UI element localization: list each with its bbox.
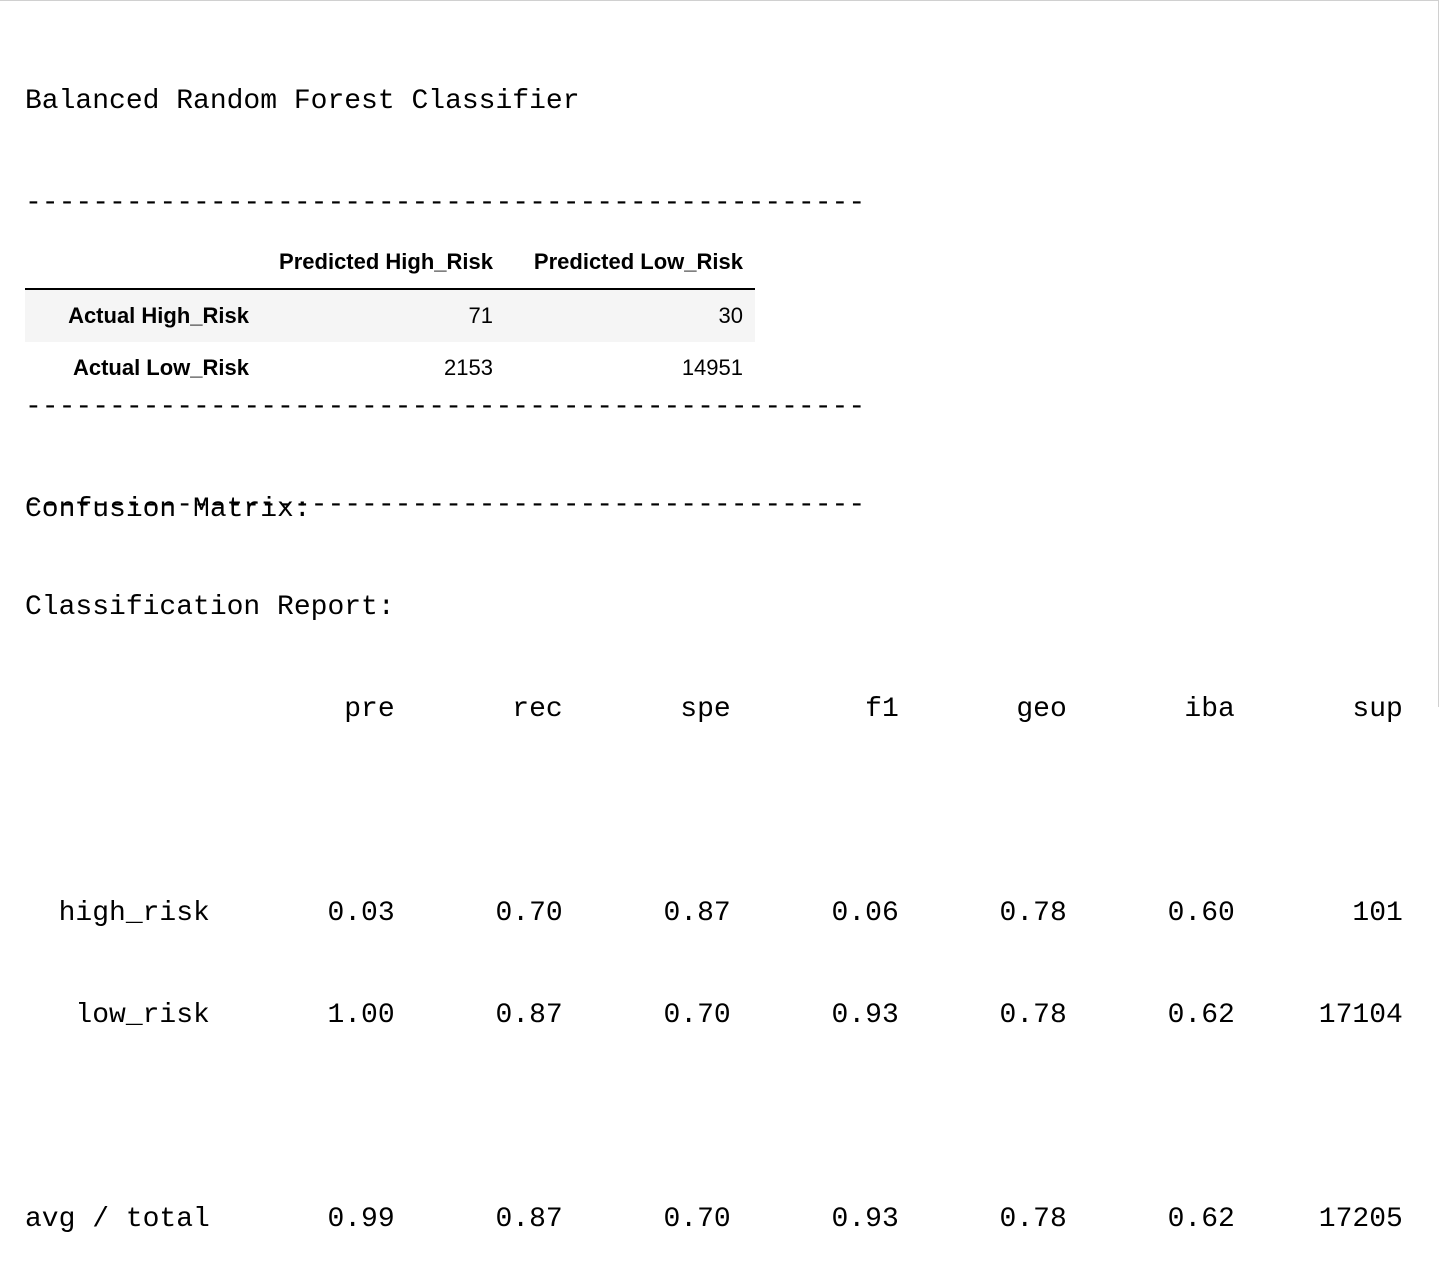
confusion-matrix-header-row: Predicted High_Risk Predicted Low_Risk [25,236,755,290]
column-header: Predicted High_Risk [255,236,505,290]
table-cell: 71 [468,303,493,328]
separator-line: ----------------------------------------… [25,188,866,219]
blank-line [25,795,1403,829]
report-row-total: avg / total 0.99 0.87 0.70 0.93 0.78 0.6… [25,1204,1403,1235]
report-row-high-risk: high_risk 0.03 0.70 0.87 0.06 0.78 0.60 … [25,898,1403,929]
classification-report: ----------------------------------------… [25,421,1403,1271]
table-row: Actual High_Risk 71 30 [25,289,755,342]
table-cell: 2153 [444,355,493,380]
separator-line: ----------------------------------------… [25,490,866,521]
corner-cell [25,236,255,290]
table-row: Actual Low_Risk 2153 14951 [25,342,755,394]
row-header: Actual High_Risk [68,303,249,328]
row-header: Actual Low_Risk [72,355,249,380]
separator-line: ----------------------------------------… [25,392,866,423]
classifier-title: Balanced Random Forest Classifier [25,86,580,117]
table-cell: 14951 [681,355,743,380]
confusion-matrix-label: Confusion Matrix: [25,494,311,525]
classification-report-label: Classification Report: [25,592,395,623]
column-header: Predicted Low_Risk [505,236,755,290]
classifier-summary: Balanced Random Forest Classifier ------… [25,17,865,561]
output-top-border [0,0,1439,1]
confusion-matrix-table: Predicted High_Risk Predicted Low_Risk A… [25,236,755,394]
blank-line [25,1101,1403,1135]
report-header-row: pre rec spe f1 geo iba sup [25,694,1403,725]
accuracy-score: Accuracy Score: 0.7885466545953005 [25,290,597,321]
table-cell: 30 [718,303,743,328]
report-row-low-risk: low_risk 1.00 0.87 0.70 0.93 0.78 0.62 1… [25,1000,1403,1031]
